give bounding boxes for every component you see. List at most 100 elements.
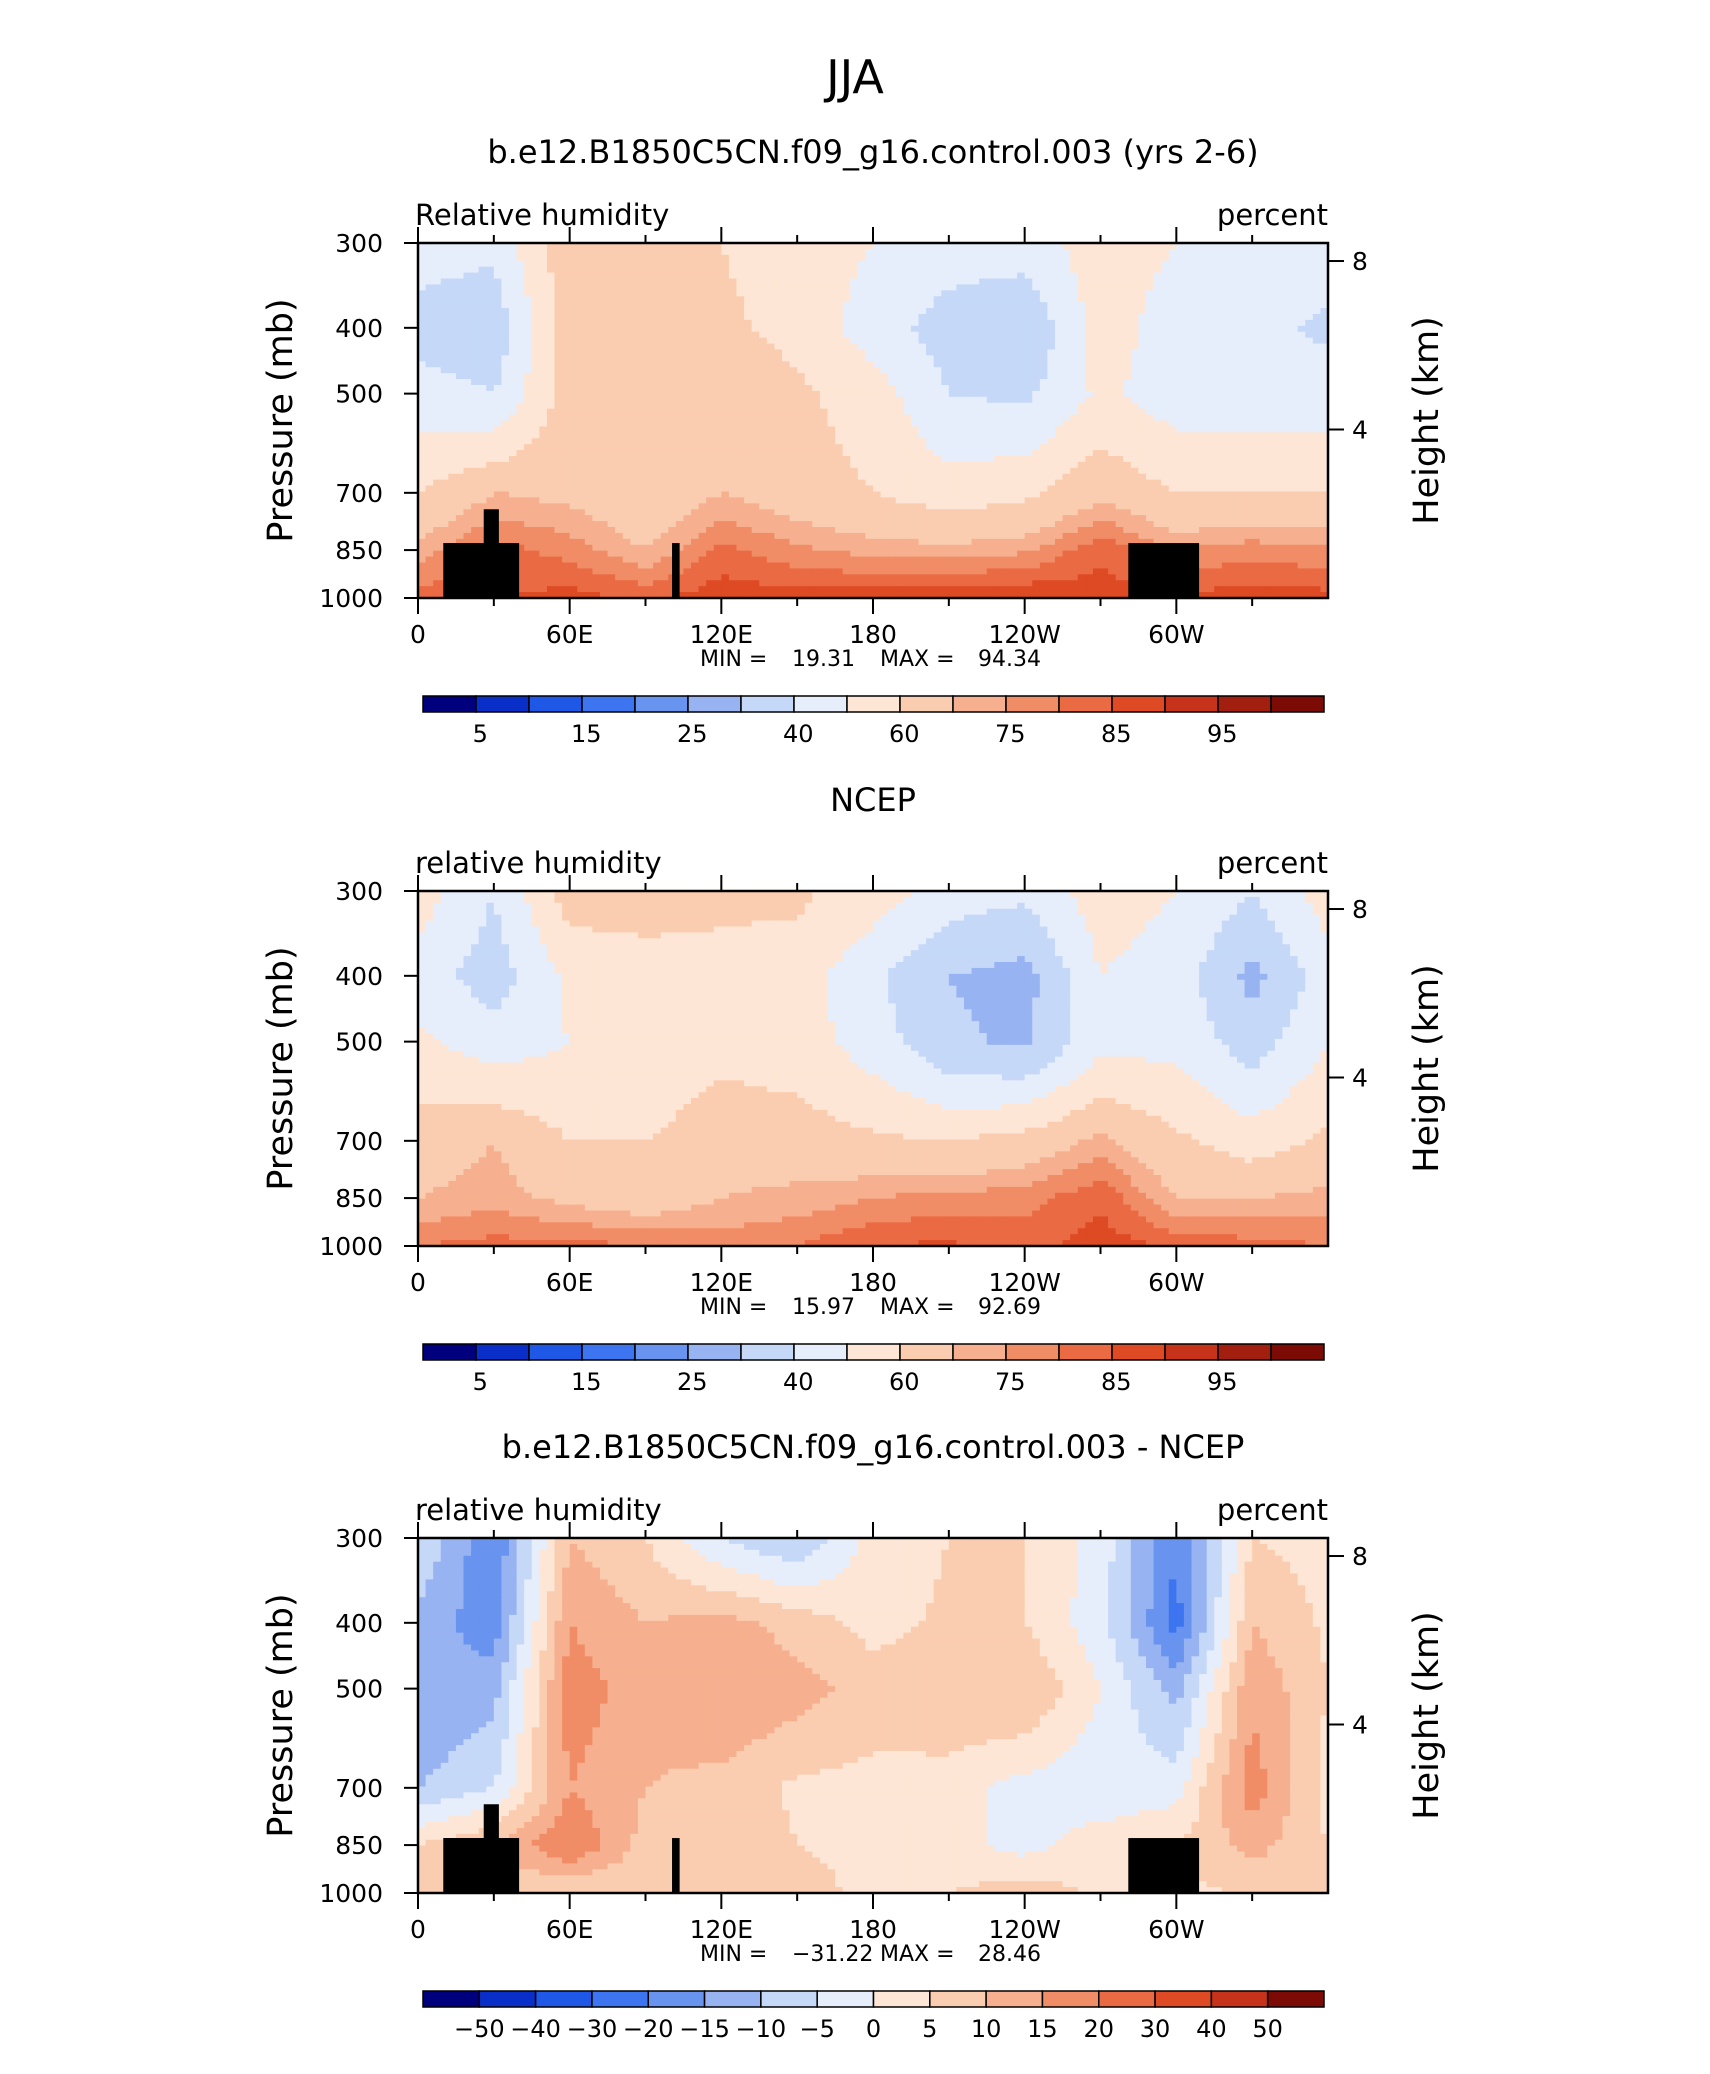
heatmap-cell <box>516 296 525 303</box>
heatmap-cell <box>509 444 518 451</box>
heatmap-cell <box>1252 461 1261 469</box>
heatmap-cell <box>1108 349 1117 357</box>
heatmap-cell <box>1168 432 1177 439</box>
heatmap-cell <box>1032 243 1041 250</box>
heatmap-cell <box>910 290 920 297</box>
heatmap-cell <box>857 367 867 374</box>
heatmap-cell <box>994 361 1003 368</box>
heatmap-cell <box>1017 290 1026 297</box>
heatmap-cell <box>1153 467 1162 475</box>
heatmap-cell <box>774 385 783 392</box>
heatmap-cell <box>728 444 738 451</box>
heatmap-cell <box>1206 260 1215 268</box>
heatmap-cell <box>835 450 844 457</box>
heatmap-cell <box>698 473 707 481</box>
heatmap-cell <box>956 296 965 303</box>
heatmap-cell <box>1138 432 1147 439</box>
heatmap-cell <box>926 461 935 469</box>
heatmap-cell <box>1237 302 1246 309</box>
heatmap-cell <box>486 385 495 392</box>
heatmap-cell <box>1176 260 1185 268</box>
heatmap-cell <box>1282 325 1291 333</box>
heatmap-cell <box>850 402 859 410</box>
heatmap-cell <box>1085 456 1094 463</box>
heatmap-cell <box>895 308 904 315</box>
heatmap-cell <box>1138 390 1147 398</box>
heatmap-cell <box>637 444 647 451</box>
heatmap-cell <box>766 296 776 303</box>
heatmap-cell <box>1017 308 1026 315</box>
heatmap-cell <box>1206 331 1215 339</box>
heatmap-cell <box>910 485 920 493</box>
heatmap-cell <box>637 367 647 374</box>
heatmap-cell <box>1070 438 1079 445</box>
heatmap-cell <box>471 266 480 274</box>
heatmap-cell <box>1130 467 1140 475</box>
heatmap-cell <box>812 272 821 280</box>
heatmap-cell <box>759 420 768 428</box>
heatmap-cell <box>463 456 472 463</box>
heatmap-cell <box>1267 349 1276 357</box>
heatmap-cell <box>569 479 578 487</box>
heatmap-cell <box>418 390 427 398</box>
heatmap-cell <box>615 379 624 386</box>
heatmap-cell <box>418 438 427 445</box>
heatmap-cell <box>1183 266 1193 274</box>
heatmap-cell <box>1108 396 1117 404</box>
heatmap-cell <box>979 325 988 333</box>
heatmap-cell <box>1252 414 1261 422</box>
heatmap-cell <box>797 367 806 374</box>
heatmap-cell <box>1115 325 1124 333</box>
heatmap-cell <box>1077 272 1086 280</box>
heatmap-cell <box>1039 373 1049 380</box>
heatmap-cell <box>706 361 715 368</box>
heatmap-cell <box>653 450 662 457</box>
heatmap-cell <box>835 296 844 303</box>
heatmap-cell <box>751 314 760 321</box>
heatmap-cell <box>1320 420 1329 428</box>
heatmap-cell <box>615 456 624 463</box>
heatmap-cell <box>630 343 639 351</box>
heatmap-cell <box>986 337 995 345</box>
heatmap-cell <box>1085 319 1094 327</box>
heatmap-cell <box>964 355 973 362</box>
heatmap-cell <box>675 290 685 297</box>
heatmap-cell <box>971 373 980 380</box>
heatmap-cell <box>584 349 594 357</box>
heatmap-cell <box>979 260 988 268</box>
heatmap-cell <box>592 473 601 481</box>
heatmap-cell <box>683 349 692 357</box>
heatmap-cell <box>910 361 920 368</box>
heatmap-cell <box>683 402 692 410</box>
heatmap-cell <box>607 266 616 274</box>
heatmap-cell <box>433 302 442 309</box>
heatmap-cell <box>554 248 563 256</box>
heatmap-cell <box>804 355 813 362</box>
heatmap-cell <box>1100 479 1109 487</box>
heatmap-cell <box>926 385 935 392</box>
heatmap-cell <box>440 432 449 439</box>
heatmap-cell <box>933 290 942 297</box>
heatmap-cell <box>1183 450 1193 457</box>
heatmap-cell <box>584 432 594 439</box>
heatmap-cell <box>797 426 806 433</box>
heatmap-cell <box>1320 278 1329 286</box>
heatmap-cell <box>941 402 950 410</box>
heatmap-cell <box>926 254 935 262</box>
heatmap-cell <box>994 308 1003 315</box>
heatmap-cell <box>524 414 533 422</box>
heatmap-cell <box>1123 308 1132 315</box>
heatmap-cell <box>865 390 874 398</box>
heatmap-cell <box>637 373 647 380</box>
heatmap-cell <box>850 302 859 309</box>
heatmap-cell <box>463 319 472 327</box>
heatmap-cell <box>880 308 889 315</box>
heatmap-cell <box>835 278 844 286</box>
heatmap-cell <box>1115 284 1124 291</box>
heatmap-cell <box>1130 438 1140 445</box>
heatmap-cell <box>1123 473 1132 481</box>
heatmap-cell <box>1244 349 1253 357</box>
heatmap-cell <box>569 290 578 297</box>
heatmap-cell <box>1146 337 1155 345</box>
heatmap-cell <box>425 355 434 362</box>
